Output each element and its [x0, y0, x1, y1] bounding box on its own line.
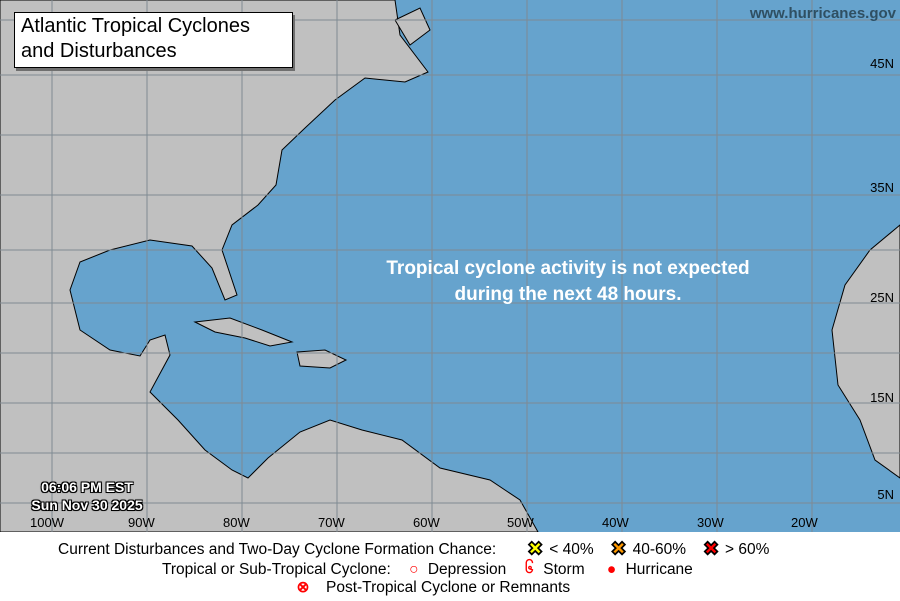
timestamp-date: Sun Nov 30 2025 [31, 497, 143, 513]
low-chance-label: < 40% [549, 540, 594, 558]
post-tropical-label: Post-Tropical Cyclone or Remnants [326, 578, 571, 596]
legend: Current Disturbances and Two-Day Cyclone… [0, 532, 900, 601]
lon-label: 50W [507, 515, 534, 530]
high-chance-label: > 60% [725, 540, 770, 558]
lon-label: 80W [223, 515, 250, 530]
americas-landmass [0, 0, 539, 532]
timestamp: 06:06 PM EST Sun Nov 30 2025 [12, 478, 162, 514]
africa [831, 224, 900, 479]
lat-label: 5N [877, 487, 894, 502]
hurricane-icon: ● [606, 560, 617, 578]
depression-icon: ○ [409, 560, 419, 578]
message-line1: Tropical cyclone activity is not expecte… [386, 258, 750, 279]
website-watermark: www.hurricanes.gov [749, 5, 896, 22]
hurricane-label: Hurricane [625, 560, 693, 578]
lon-label: 40W [602, 515, 629, 530]
outlook-message: Tropical cyclone activity is not expecte… [320, 256, 816, 308]
title-box: Atlantic Tropical Cyclones and Disturban… [14, 12, 293, 68]
lon-label: 20W [791, 515, 818, 530]
high-chance-x-icon: ✖ [703, 539, 720, 561]
cuba [193, 317, 294, 347]
post-tropical-icon: ⊗ [296, 579, 310, 596]
cyclone-label: Tropical or Sub-Tropical Cyclone: [162, 560, 391, 578]
lon-label: 90W [128, 515, 155, 530]
medium-chance-label: 40-60% [632, 540, 687, 558]
hispaniola [296, 349, 348, 369]
timestamp-time: 06:06 PM EST [41, 479, 133, 495]
low-chance-x-icon: ✖ [527, 539, 544, 561]
map-canvas [0, 0, 900, 532]
disturbances-label: Current Disturbances and Two-Day Cyclone… [58, 540, 497, 558]
lat-label: 35N [870, 180, 894, 195]
medium-chance-x-icon: ✖ [610, 539, 627, 561]
title-line1: Atlantic Tropical Cyclones [21, 15, 250, 37]
title-line2: and Disturbances [21, 40, 177, 62]
storm-label: Storm [543, 560, 585, 578]
lon-label: 30W [697, 515, 724, 530]
lon-label: 100W [30, 515, 64, 530]
graticule [0, 0, 900, 532]
lat-label: 15N [870, 390, 894, 405]
message-line2: during the next 48 hours. [454, 284, 682, 305]
lat-label: 45N [870, 56, 894, 71]
map: Atlantic Tropical Cyclones and Disturban… [0, 0, 900, 532]
depression-label: Depression [427, 560, 507, 578]
newfoundland [394, 7, 431, 46]
lon-label: 70W [318, 515, 345, 530]
lat-label: 25N [870, 290, 894, 305]
lon-label: 60W [413, 515, 440, 530]
land [0, 0, 900, 532]
storm-icon: ၆ [524, 560, 534, 577]
